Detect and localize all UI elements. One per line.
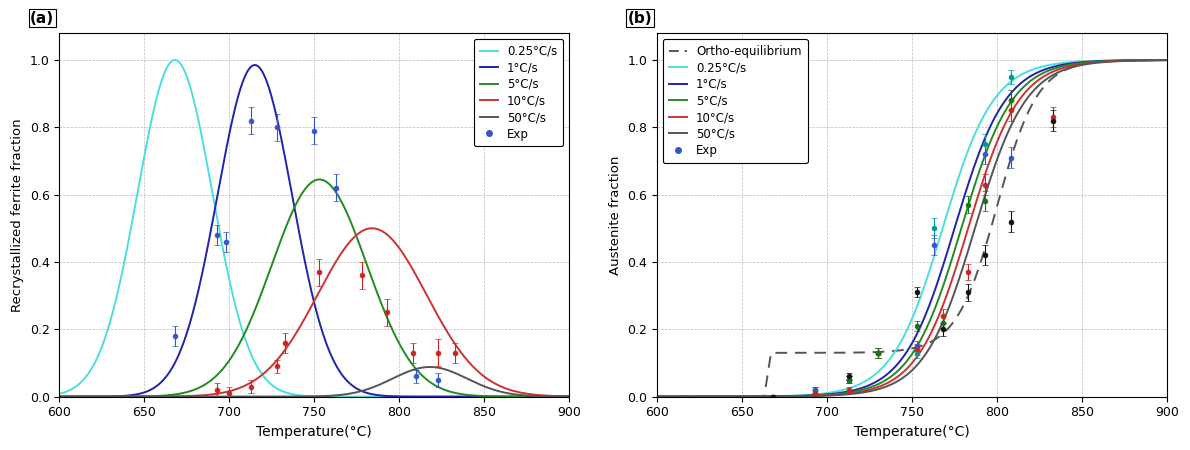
Y-axis label: Austenite fraction: Austenite fraction [609,155,622,274]
Legend: Ortho-equilibrium, 0.25°C/s, 1°C/s, 5°C/s, 10°C/s, 50°C/s, Exp: Ortho-equilibrium, 0.25°C/s, 1°C/s, 5°C/… [663,39,808,163]
Text: (a): (a) [30,11,55,26]
X-axis label: Temperature(°C): Temperature(°C) [854,425,970,439]
Text: (b): (b) [627,11,652,26]
Y-axis label: Recrystallized ferrite fraction: Recrystallized ferrite fraction [11,118,24,312]
Legend: 0.25°C/s, 1°C/s, 5°C/s, 10°C/s, 50°C/s, Exp: 0.25°C/s, 1°C/s, 5°C/s, 10°C/s, 50°C/s, … [474,39,563,146]
X-axis label: Temperature(°C): Temperature(°C) [256,425,372,439]
